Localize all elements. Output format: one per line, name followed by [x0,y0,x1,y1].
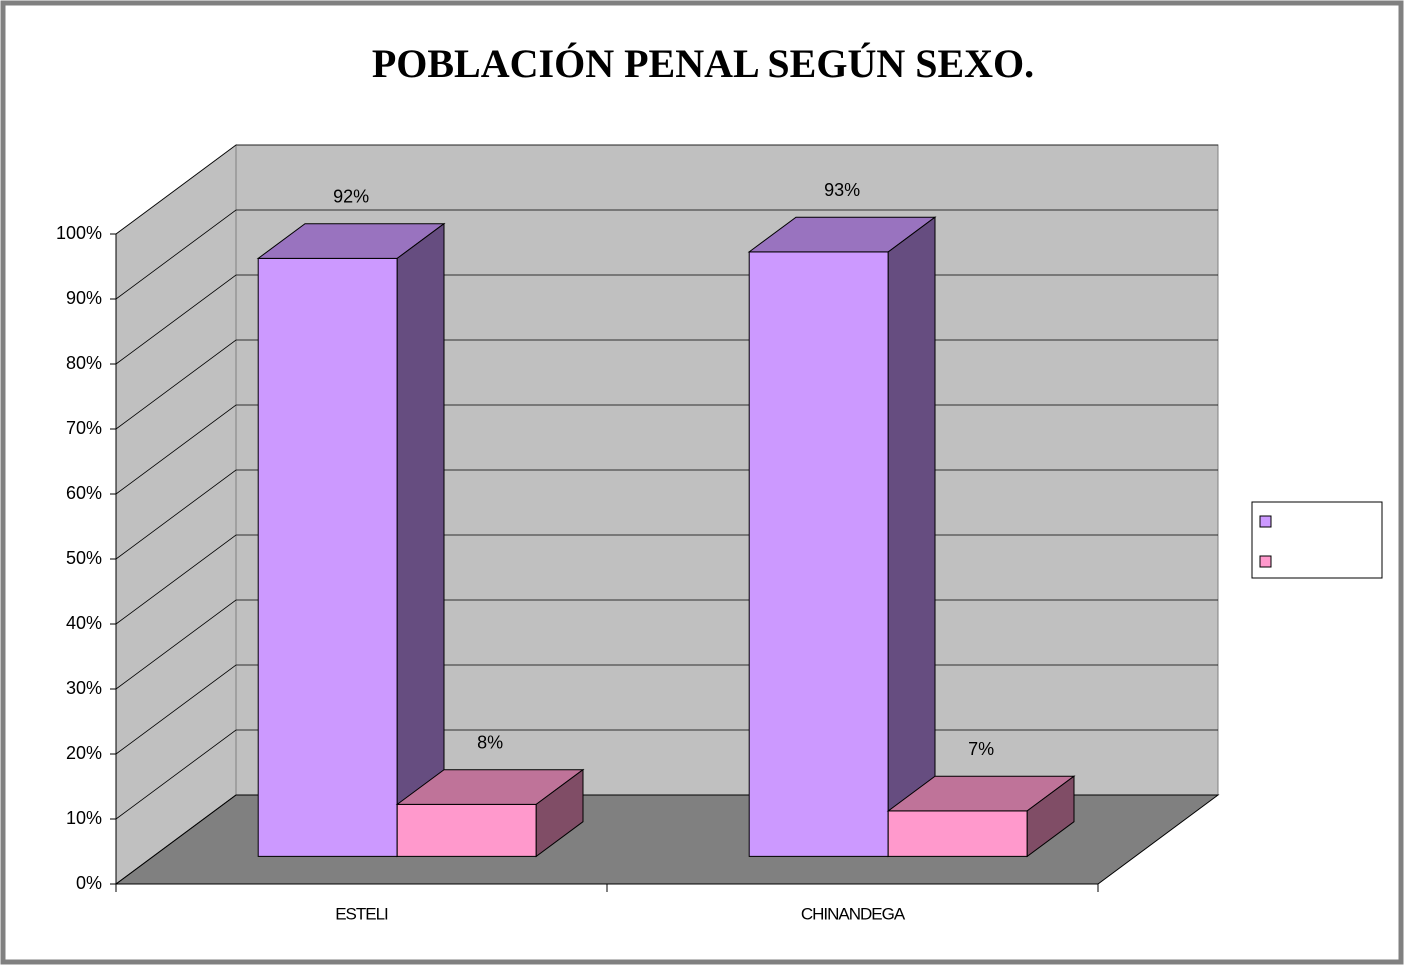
legend [1251,501,1383,579]
grid-line [115,209,1218,300]
legend-swatch [1259,555,1272,568]
y-tick-label: 100% [56,223,102,243]
bar-side [396,222,445,858]
data-label: 93% [824,180,860,200]
bar [396,803,537,857]
bar-side [887,216,936,858]
y-tick-label: 50% [66,548,102,568]
bar [257,257,398,857]
x-tick-label: ESTELI [335,904,388,923]
bar [748,251,889,857]
y-tick-label: 40% [66,613,102,633]
x-tick-label: CHINANDEGA [801,904,906,923]
y-tick-label: 0% [76,873,102,893]
bar [887,810,1028,857]
grid-line [115,144,1218,235]
y-tick-label: 20% [66,743,102,763]
y-tick-label: 30% [66,678,102,698]
data-label: 92% [333,186,369,206]
data-label: 7% [968,739,994,759]
bar-side [535,768,584,858]
data-label: 8% [477,732,503,752]
y-tick-label: 90% [66,288,102,308]
chart-title: POBLACIÓN PENAL SEGÚN SEXO. [372,41,1034,86]
y-tick-label: 60% [66,483,102,503]
y-tick-label: 10% [66,808,102,828]
y-tick-label: 80% [66,353,102,373]
legend-swatch [1259,515,1272,528]
bar-side [1026,775,1075,858]
y-tick-label: 70% [66,418,102,438]
